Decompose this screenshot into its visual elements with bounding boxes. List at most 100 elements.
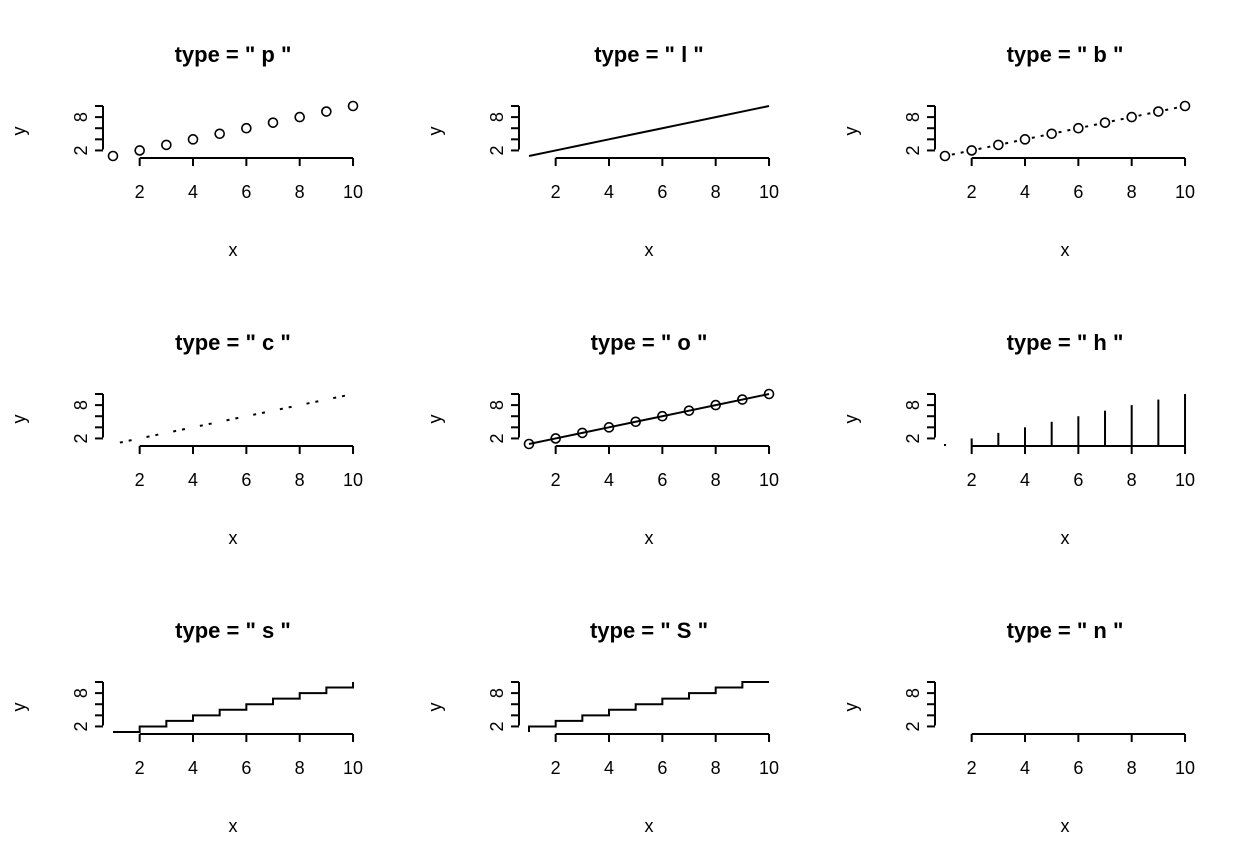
x-axis-label: x	[1061, 528, 1070, 548]
y-tick-label: 8	[487, 400, 507, 410]
y-tick-label: 8	[903, 112, 923, 122]
y-axis-label: y	[425, 703, 445, 712]
series-segment	[333, 394, 347, 400]
x-tick-label: 6	[1073, 182, 1083, 202]
x-tick-label: 2	[967, 758, 977, 778]
series-segment	[279, 405, 294, 411]
x-tick-label: 10	[343, 182, 363, 202]
x-axis-label: x	[645, 816, 654, 836]
panel-title: type = " c "	[175, 330, 291, 355]
x-tick-label: 6	[241, 470, 251, 490]
panel-title: type = " s "	[175, 618, 291, 643]
x-tick-label: 10	[1175, 758, 1195, 778]
data-point	[187, 134, 199, 145]
panel-6: type = " h " 2 4 6 8 10 x 2 8 y	[841, 330, 1195, 548]
panel-5: type = " o " 2 4 6 8 10 x 2 8 y	[425, 330, 779, 548]
x-tick-label: 6	[657, 758, 667, 778]
x-tick-label: 2	[135, 470, 145, 490]
x-tick-label: 10	[343, 758, 363, 778]
x-tick-label: 2	[551, 470, 561, 490]
series-segment	[1111, 117, 1126, 123]
data-point	[267, 117, 279, 128]
data-point	[1099, 117, 1111, 128]
x-tick-label: 10	[1175, 470, 1195, 490]
data-point	[603, 422, 615, 433]
x-tick-label: 4	[188, 758, 198, 778]
y-axis-label: y	[9, 127, 29, 136]
x-axis-label: x	[229, 816, 238, 836]
panel-title: type = " l "	[594, 42, 704, 67]
data-point	[683, 405, 695, 416]
data-point	[1153, 106, 1164, 117]
x-axis-label: x	[645, 240, 654, 260]
x-tick-label: 10	[759, 758, 779, 778]
x-tick-label: 2	[135, 182, 145, 202]
data-point	[1126, 111, 1137, 123]
x-tick-label: 4	[604, 470, 614, 490]
data-point	[966, 145, 977, 156]
data-point	[630, 416, 641, 428]
series-segment	[172, 427, 187, 433]
data-point	[523, 438, 535, 450]
x-tick-label: 8	[711, 182, 721, 202]
x-tick-label: 6	[241, 758, 251, 778]
y-tick-label: 8	[903, 688, 923, 698]
x-tick-label: 2	[135, 758, 145, 778]
panel-7: type = " s " 2 4 6 8 10 x 2 8 y	[9, 618, 363, 836]
y-tick-label: 8	[71, 112, 91, 122]
data-point	[321, 106, 332, 117]
series-segment	[146, 433, 160, 438]
panel-8: type = " S " 2 4 6 8 10 x 2 8 y	[425, 618, 779, 836]
x-tick-label: 4	[1020, 758, 1030, 778]
data-point	[737, 394, 748, 405]
data-point	[214, 128, 225, 140]
x-tick-label: 2	[967, 182, 977, 202]
y-tick-label: 8	[487, 688, 507, 698]
data-point	[134, 145, 145, 156]
x-axis-label: x	[645, 528, 654, 548]
data-point	[347, 100, 359, 112]
panel-4: type = " c " 2 4 6 8 10 x 2 8 y	[9, 330, 363, 548]
series-segment	[199, 422, 214, 427]
y-tick-label: 2	[903, 721, 923, 731]
series-line	[528, 393, 770, 445]
x-tick-label: 6	[657, 470, 667, 490]
y-axis-label: y	[9, 415, 29, 424]
data-point	[1073, 122, 1084, 134]
data-point	[107, 150, 119, 162]
x-tick-label: 2	[551, 758, 561, 778]
x-tick-label: 4	[188, 182, 198, 202]
series-segment	[226, 416, 240, 422]
y-tick-label: 2	[71, 433, 91, 443]
y-axis-label: y	[425, 127, 445, 136]
x-tick-label: 8	[711, 470, 721, 490]
x-axis-label: x	[229, 528, 238, 548]
data-point	[657, 410, 668, 422]
y-tick-label: 2	[903, 145, 923, 155]
data-point	[763, 388, 775, 400]
panel-title: type = " o "	[591, 330, 708, 355]
x-tick-label: 8	[1127, 758, 1137, 778]
series-step	[528, 681, 770, 732]
y-axis-label: y	[841, 703, 861, 712]
data-point	[294, 111, 305, 123]
y-tick-label: 2	[71, 721, 91, 731]
data-point	[993, 139, 1004, 151]
y-tick-label: 2	[487, 433, 507, 443]
y-tick-label: 2	[903, 433, 923, 443]
y-tick-label: 2	[487, 145, 507, 155]
x-tick-label: 8	[295, 182, 305, 202]
y-axis-label: y	[841, 127, 861, 136]
x-tick-label: 8	[295, 470, 305, 490]
data-point	[1179, 100, 1191, 112]
panel-title: type = " S "	[590, 618, 708, 643]
y-axis-label: y	[425, 415, 445, 424]
series-segment	[1031, 134, 1046, 139]
series-line	[528, 105, 770, 157]
x-tick-label: 2	[551, 182, 561, 202]
data-point	[1019, 134, 1031, 145]
series-segment	[978, 145, 992, 150]
data-point	[939, 150, 951, 162]
series-segment	[119, 438, 134, 444]
